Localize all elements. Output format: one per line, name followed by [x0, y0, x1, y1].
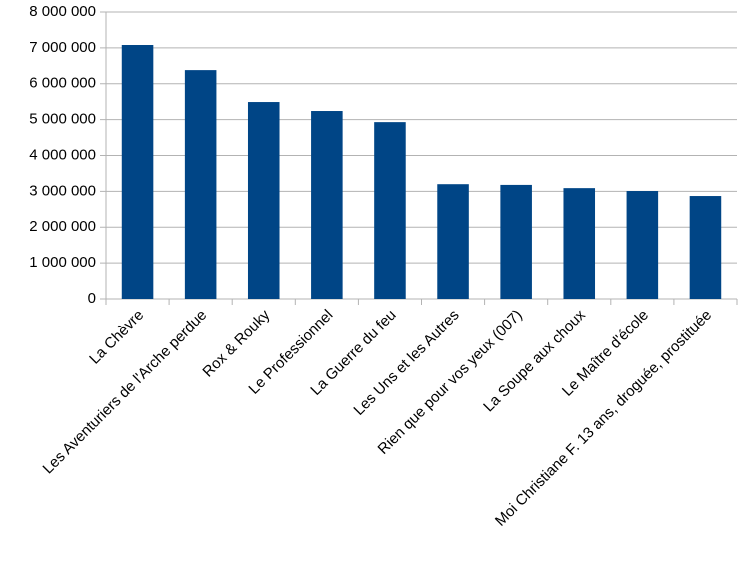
y-tick-label: 5 000 000	[29, 111, 96, 128]
y-tick-label: 1 000 000	[29, 254, 96, 271]
y-tick-label: 6 000 000	[29, 75, 96, 92]
y-tick-label: 4 000 000	[29, 146, 96, 163]
y-tick-label: 0	[88, 290, 96, 307]
y-tick-label: 8 000 000	[29, 3, 96, 20]
y-tick-label: 2 000 000	[29, 218, 96, 235]
bar	[374, 122, 406, 299]
bar	[184, 70, 217, 300]
bar	[247, 102, 280, 299]
bar	[121, 45, 154, 299]
bar	[437, 184, 469, 299]
bar	[689, 196, 722, 299]
y-tick-label: 3 000 000	[29, 182, 96, 199]
bar	[626, 191, 659, 299]
bar	[500, 184, 532, 299]
x-tick-label: Les Uns et les Autres	[350, 307, 462, 419]
bar	[563, 188, 596, 299]
x-tick-label: Moi Christiane F. 13 ans, droguée, prost…	[492, 307, 715, 530]
x-tick-label: La Chèvre	[86, 307, 147, 368]
bar	[311, 111, 343, 299]
y-tick-label: 7 000 000	[29, 39, 96, 56]
